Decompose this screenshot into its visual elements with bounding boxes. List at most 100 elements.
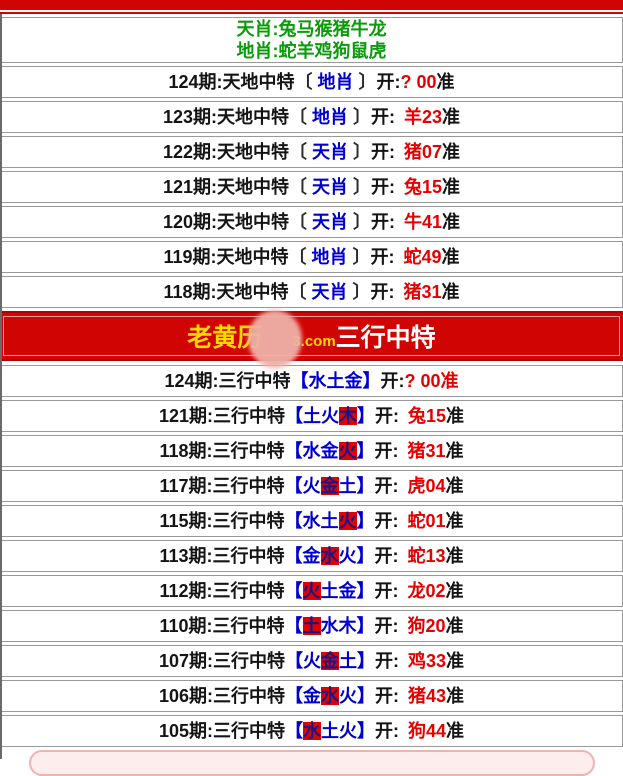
element-char: 土 [339, 651, 357, 671]
open-result: 猪31 [403, 282, 442, 302]
open-label: 开: [371, 142, 396, 162]
open-label: 开: [371, 177, 396, 197]
bracket-open: 〔 [288, 282, 312, 302]
open-result: 兔15 [404, 177, 443, 197]
element-char: 土 [320, 581, 339, 601]
element-char: 火 [321, 406, 339, 426]
period-game-label: 106期:三行中特 [158, 686, 285, 706]
period-game-label: 113期:三行中特 [159, 546, 285, 566]
bracket-open: 〔 [288, 247, 312, 267]
open-label: 开: [371, 212, 396, 232]
open-result: 猪31 [407, 441, 446, 461]
element-char: 土 [302, 616, 321, 636]
open-result: 蛇01 [407, 511, 446, 531]
period-game-label: 112期:三行中特 [159, 581, 285, 601]
bracket-open: 【 [284, 581, 303, 601]
sanxing-row: 124期:三行中特【水土金】开:? 00 准 [0, 365, 623, 397]
watermark-blur-circle [248, 309, 303, 368]
bracket-close: 】 [362, 371, 381, 391]
bracket-open: 【 [285, 686, 303, 706]
open-result: 狗20 [407, 616, 446, 636]
element-char: 水 [308, 371, 327, 391]
sanxing-banner[interactable]: 老黄历 3.com 三行中特 [0, 309, 623, 368]
pick-type: 天肖 [311, 282, 348, 302]
bracket-open: 【 [284, 546, 303, 566]
sanxing-row: 118期:三行中特【水金火】开: 猪31 准 [0, 435, 623, 467]
tiandi-row: 124期:天地中特〔 地肖 〕开:? 00 准 [0, 66, 623, 98]
element-char: 火 [339, 686, 357, 706]
element-char: 水 [302, 441, 321, 461]
sure-label: 准 [445, 441, 464, 461]
sure-label: 准 [445, 616, 464, 636]
period-game-label: 118期:三行中特 [159, 441, 285, 461]
open-label: 开: [375, 721, 399, 741]
sure-label: 准 [445, 546, 464, 566]
open-result: 牛41 [404, 212, 443, 232]
bracket-open: 【 [285, 406, 303, 426]
element-char: 土 [321, 721, 339, 741]
sure-label: 准 [440, 371, 459, 391]
element-char: 火 [302, 581, 321, 601]
sanxing-row: 107期:三行中特【火金土】开: 鸡33 准 [0, 645, 623, 677]
open-label: 开: [375, 686, 399, 706]
open-result: ? 00 [404, 371, 441, 391]
element-char: 水 [302, 511, 321, 531]
period-game-label: 118期:天地中特 [163, 282, 289, 302]
open-label: 开: [374, 616, 399, 636]
element-char: 土 [326, 371, 345, 391]
sure-label: 准 [445, 511, 464, 531]
open-label: 开: [374, 511, 399, 531]
element-char: 土 [303, 406, 321, 426]
period-game-label: 110期:三行中特 [159, 616, 285, 636]
period-game-label: 119期:天地中特 [163, 247, 289, 267]
sure-label: 准 [442, 107, 461, 127]
element-char: 木 [339, 406, 357, 426]
tiandi-row: 122期:天地中特〔 天肖 〕开: 猪07 准 [0, 136, 623, 168]
sure-label: 准 [442, 177, 461, 197]
element-char: 金 [344, 371, 363, 391]
sanxing-section: 124期:三行中特【水土金】开:? 00 准 121期:三行中特【土火木】开: 兔15… [0, 365, 623, 747]
element-char: 金 [302, 546, 321, 566]
element-char: 火 [338, 511, 357, 531]
open-label: 开: [380, 371, 405, 391]
bracket-close: 】 [356, 441, 375, 461]
bracket-close: 】 [357, 686, 375, 706]
open-result: 虎04 [407, 476, 446, 496]
sanxing-row: 115期:三行中特【水土火】开: 蛇01 准 [0, 505, 623, 537]
top-bar-gap [0, 10, 623, 12]
sure-label: 准 [442, 212, 461, 232]
sanxing-row: 121期:三行中特【土火木】开: 兔15 准 [0, 400, 623, 432]
bracket-open: 【 [284, 441, 303, 461]
open-label: 开: [374, 476, 399, 496]
period-game-label: 107期:三行中特 [158, 651, 285, 671]
open-label: 开: [371, 107, 396, 127]
site-domain-text: 3.com [292, 332, 336, 350]
tiandi-row: 123期:天地中特〔 地肖 〕开: 羊23 准 [0, 101, 623, 133]
sure-label: 准 [445, 581, 464, 601]
top-red-line [0, 12, 623, 14]
element-char: 火 [302, 476, 321, 496]
element-char: 金 [338, 581, 357, 601]
open-label: 开: [374, 546, 399, 566]
bracket-close: 】 [356, 511, 375, 531]
element-char: 金 [321, 651, 339, 671]
period-game-label: 105期:三行中特 [158, 721, 285, 741]
pick-type: 地肖 [312, 107, 348, 127]
bracket-close: 〕 [348, 142, 372, 162]
pick-type: 天肖 [312, 142, 348, 162]
bracket-close: 】 [356, 616, 375, 636]
element-char: 金 [303, 686, 321, 706]
zodiac-header: 天肖:兔马猴猪牛龙 地肖:蛇羊鸡狗鼠虎 [0, 17, 623, 63]
open-label: 开: [374, 581, 399, 601]
tiandi-section: 124期:天地中特〔 地肖 〕开:? 00 准 123期:天地中特〔 地肖 〕开: 羊… [0, 66, 623, 308]
sanxing-row: 105期:三行中特【水土火】开: 狗44 准 [0, 715, 623, 747]
period-game-label: 120期:天地中特 [162, 212, 289, 232]
period-game-label: 115期:三行中特 [159, 511, 285, 531]
period-game-label: 121期:天地中特 [162, 177, 289, 197]
element-char: 水 [303, 721, 321, 741]
di-xiao-line: 地肖:蛇羊鸡狗鼠虎 [236, 41, 387, 61]
open-result: 鸡33 [408, 651, 447, 671]
pick-type: 天肖 [312, 212, 348, 232]
bracket-open: 〔 [288, 142, 312, 162]
period-game-label: 121期:三行中特 [158, 406, 285, 426]
